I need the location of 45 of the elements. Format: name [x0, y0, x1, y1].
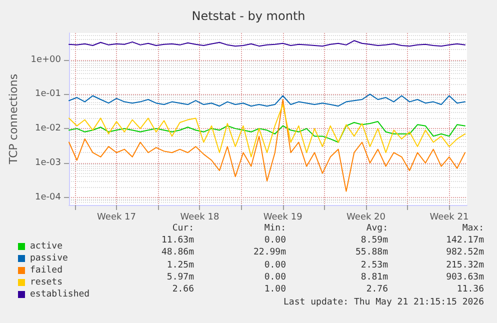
line-series: [68, 94, 466, 107]
text: 903.63m: [446, 272, 484, 282]
x-tick-label: Week 17: [97, 212, 136, 222]
text: 1.00: [264, 284, 286, 294]
text: 215.32m: [446, 260, 484, 270]
text: Cur:: [172, 224, 194, 234]
legend-label: resets: [30, 278, 63, 288]
text: 11.36: [456, 284, 484, 294]
legend-label: passive: [30, 254, 68, 264]
y-axis-title: TCP connections: [7, 74, 20, 166]
text: Min:: [264, 224, 286, 234]
y-tick-label: 1e-03: [35, 158, 61, 168]
line-series: [68, 98, 466, 192]
x-tick-label: Week 18: [180, 212, 220, 222]
text: 1.25m: [166, 260, 194, 270]
text: 2.66: [172, 284, 194, 294]
x-tick-label: Week 20: [346, 212, 386, 222]
text: 8.59m: [360, 236, 388, 246]
text: Avg:: [366, 224, 388, 234]
line-series: [68, 121, 466, 143]
text: 0.00: [264, 260, 286, 270]
y-tick-label: 1e-04: [35, 192, 62, 202]
text: 8.81m: [360, 272, 388, 282]
text: 0.00: [264, 236, 286, 246]
legend-label: established: [30, 290, 90, 300]
text: 2.53m: [360, 260, 388, 270]
text: 2.76: [366, 284, 388, 294]
x-tick-label: Week 19: [263, 212, 303, 222]
text: 0.00: [264, 272, 286, 282]
text: 142.17m: [446, 236, 484, 246]
y-tick-label: 1e-01: [35, 89, 61, 100]
text: Max:: [462, 224, 484, 234]
text: 982.52m: [446, 248, 484, 258]
text: 11.63m: [161, 236, 194, 246]
text: 22.99m: [253, 248, 286, 258]
legend-label: active: [30, 242, 63, 252]
text: 48.86m: [161, 248, 194, 258]
y-tick-label: 1e+00: [30, 54, 62, 65]
chart-title: Netstat - by month: [192, 9, 306, 23]
y-tick-label: 1e-02: [35, 124, 61, 134]
legend-label: failed: [30, 266, 63, 276]
text: 5.97m: [166, 272, 194, 282]
x-tick-label: Week 21: [430, 212, 469, 222]
text: 55.88m: [355, 248, 388, 258]
text: Last update: Thu May 21 21:15:15 2026: [284, 298, 484, 308]
